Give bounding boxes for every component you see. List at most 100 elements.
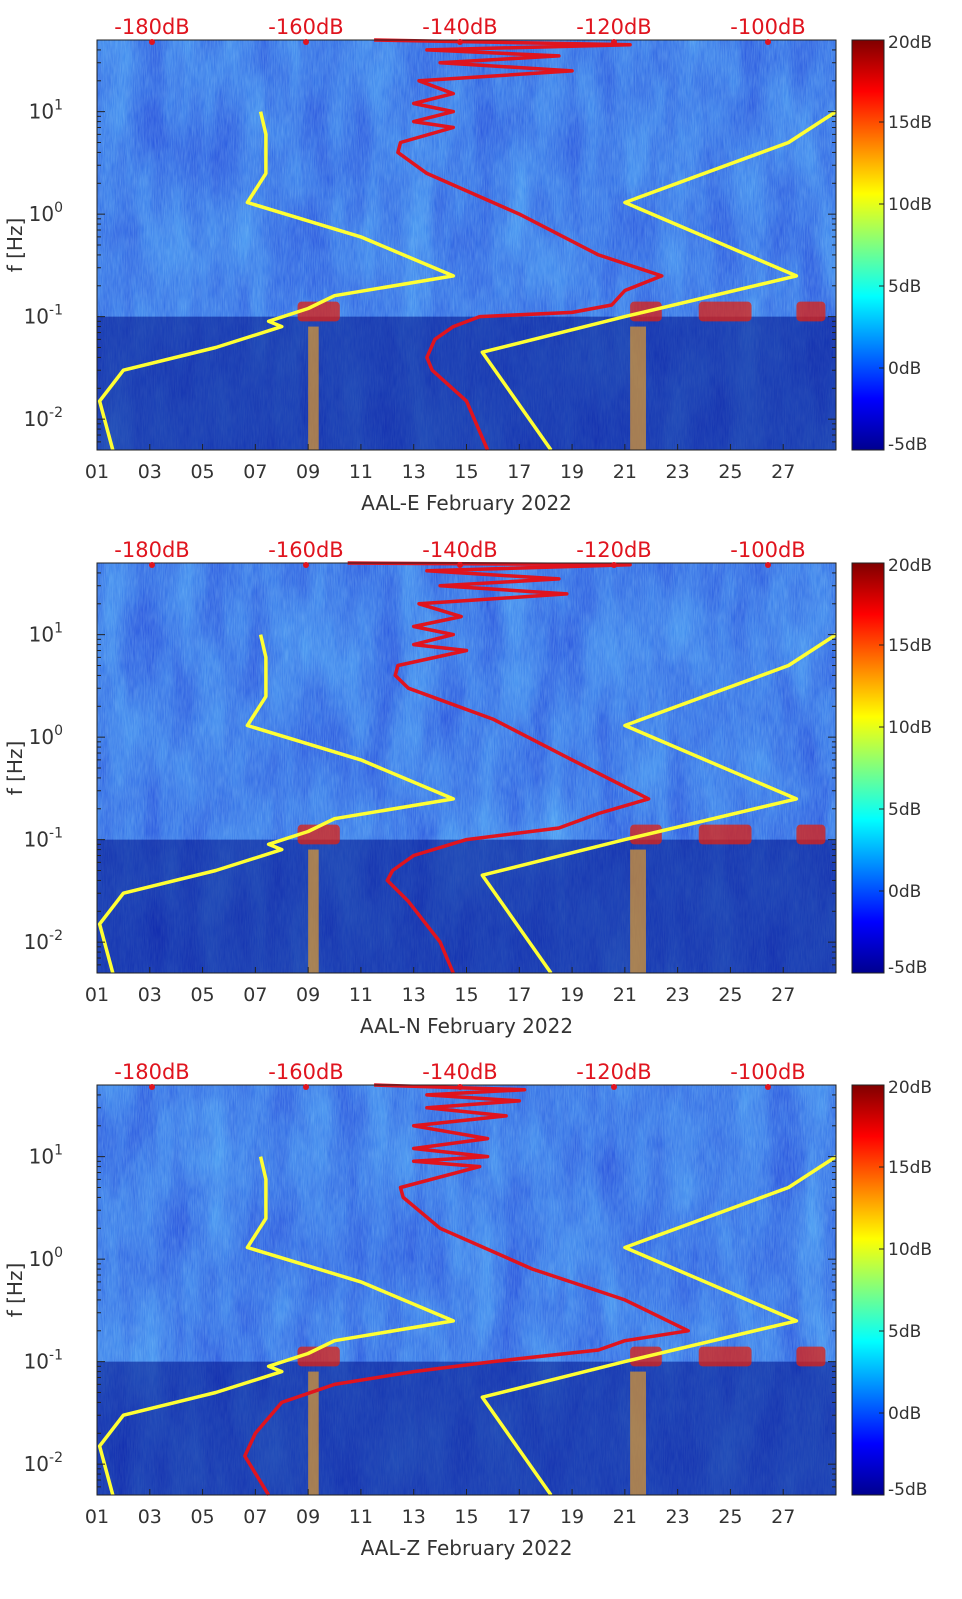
- top-db-tick: [611, 1084, 617, 1090]
- colorbar: [851, 1084, 885, 1496]
- colorbar-tick-label: 0dB: [888, 1404, 921, 1424]
- event-column-0: [630, 1371, 646, 1495]
- top-db-tick: [303, 39, 309, 45]
- colorbar: [851, 39, 885, 451]
- colorbar-tick-label: 5dB: [888, 277, 921, 297]
- top-db-label: -120dB: [576, 15, 651, 39]
- top-db-label: -180dB: [114, 538, 189, 562]
- x-tick-label: 05: [190, 984, 214, 1006]
- x-axis-label: AAL-N February 2022: [360, 1014, 573, 1038]
- x-tick-label: 11: [349, 984, 373, 1006]
- x-tick-label: 15: [454, 461, 478, 483]
- x-tick-label: 27: [771, 984, 795, 1006]
- y-tick-label: 10-2: [24, 1450, 63, 1476]
- x-tick-label: 09: [296, 984, 320, 1006]
- top-db-label: -180dB: [114, 1060, 189, 1084]
- colorbar-tick-label: 10dB: [888, 195, 932, 215]
- x-tick-label: 07: [243, 461, 267, 483]
- colorbar-tick-label: -5dB: [888, 1480, 927, 1500]
- colorbar-tick-label: 5dB: [888, 800, 921, 820]
- top-db-tick: [611, 39, 617, 45]
- top-db-tick: [765, 562, 771, 568]
- x-tick-label: 19: [560, 461, 584, 483]
- x-tick-label: 05: [190, 1506, 214, 1528]
- x-tick-label: 15: [454, 1506, 478, 1528]
- panel-aal-z: 01 03 05 07 09 11 13 15 17 19 21 23 25 27 10-2 10-1 100 1…: [3, 1060, 932, 1560]
- top-db-label: -160dB: [268, 538, 343, 562]
- event-column-1: [308, 1371, 319, 1495]
- top-db-tick: [765, 39, 771, 45]
- curve-yellow-1: [480, 1155, 837, 1497]
- low-frequency-band: [97, 839, 836, 973]
- x-tick-label: 27: [771, 1506, 795, 1528]
- y-tick-label: 10-2: [24, 405, 63, 431]
- top-db-tick: [457, 1084, 463, 1090]
- top-db-tick: [149, 1084, 155, 1090]
- x-tick-label: 13: [402, 1506, 426, 1528]
- top-db-tick: [457, 39, 463, 45]
- x-tick-label: 11: [349, 1506, 373, 1528]
- x-axis-label: AAL-E February 2022: [361, 491, 572, 515]
- colorbar-tick-label: 10dB: [888, 718, 932, 738]
- colorbar-tick-label: 15dB: [888, 113, 932, 133]
- microseism-peak-3: [796, 1346, 826, 1367]
- x-tick-label: 23: [666, 461, 690, 483]
- panel-aal-e: 01 03 05 07 09 11 13 15 17 19 21 23 25 27 10-2 10-1 100 1…: [3, 15, 932, 515]
- x-tick-label: 17: [507, 461, 531, 483]
- colorbar-tick-label: 0dB: [888, 882, 921, 902]
- x-tick-label: 17: [507, 984, 531, 1006]
- event-column-0: [630, 326, 646, 450]
- x-tick-label: 01: [85, 461, 109, 483]
- top-db-label: -100dB: [730, 1060, 805, 1084]
- x-tick-label: 01: [85, 984, 109, 1006]
- top-db-label: -160dB: [268, 15, 343, 39]
- x-tick-label: 15: [454, 984, 478, 1006]
- y-tick-label: 101: [29, 621, 63, 647]
- event-column-1: [308, 849, 319, 973]
- curve-yellow-0: [97, 111, 456, 451]
- x-tick-label: 05: [190, 461, 214, 483]
- top-db-tick: [149, 562, 155, 568]
- x-tick-label: 07: [243, 1506, 267, 1528]
- top-db-label: -140dB: [422, 538, 497, 562]
- x-tick-label: 23: [666, 1506, 690, 1528]
- top-db-tick: [303, 562, 309, 568]
- top-db-label: -140dB: [422, 15, 497, 39]
- y-tick-label: 10-1: [24, 303, 63, 329]
- x-tick-label: 17: [507, 1506, 531, 1528]
- top-db-label: -120dB: [576, 1060, 651, 1084]
- top-db-tick: [149, 39, 155, 45]
- x-tick-label: 21: [613, 461, 637, 483]
- microseism-peak-2: [698, 301, 752, 322]
- x-axis-label: AAL-Z February 2022: [361, 1536, 573, 1560]
- y-tick-label: 10-1: [24, 826, 63, 852]
- top-db-tick: [765, 1084, 771, 1090]
- microseism-peak-3: [796, 301, 826, 322]
- y-tick-label: 10-1: [24, 1348, 63, 1374]
- curve-red: [374, 38, 664, 451]
- panel-aal-n: 01 03 05 07 09 11 13 15 17 19 21 23 25 27 10-2 10-1 100 1…: [3, 538, 932, 1038]
- top-db-label: -140dB: [422, 1060, 497, 1084]
- colorbar-tick-label: 15dB: [888, 1158, 932, 1178]
- top-db-tick: [303, 1084, 309, 1090]
- x-tick-label: 11: [349, 461, 373, 483]
- event-column-0: [630, 849, 646, 973]
- x-tick-label: 09: [296, 1506, 320, 1528]
- microseism-peak-2: [698, 1346, 752, 1367]
- x-tick-label: 25: [718, 461, 742, 483]
- x-tick-label: 25: [718, 1506, 742, 1528]
- y-tick-label: 101: [29, 1143, 63, 1169]
- y-tick-label: 100: [29, 200, 63, 226]
- y-tick-label: 100: [29, 1245, 63, 1271]
- colorbar-tick-label: 20dB: [888, 33, 932, 53]
- top-db-tick: [611, 562, 617, 568]
- colorbar-tick-label: 10dB: [888, 1240, 932, 1260]
- curve-yellow-0: [97, 634, 456, 974]
- x-tick-label: 03: [138, 461, 162, 483]
- colorbar-tick-label: 20dB: [888, 1078, 932, 1098]
- low-frequency-band: [97, 316, 836, 450]
- top-db-label: -100dB: [730, 538, 805, 562]
- y-axis-label: f [Hz]: [3, 218, 27, 273]
- colorbar-tick-label: 5dB: [888, 1322, 921, 1342]
